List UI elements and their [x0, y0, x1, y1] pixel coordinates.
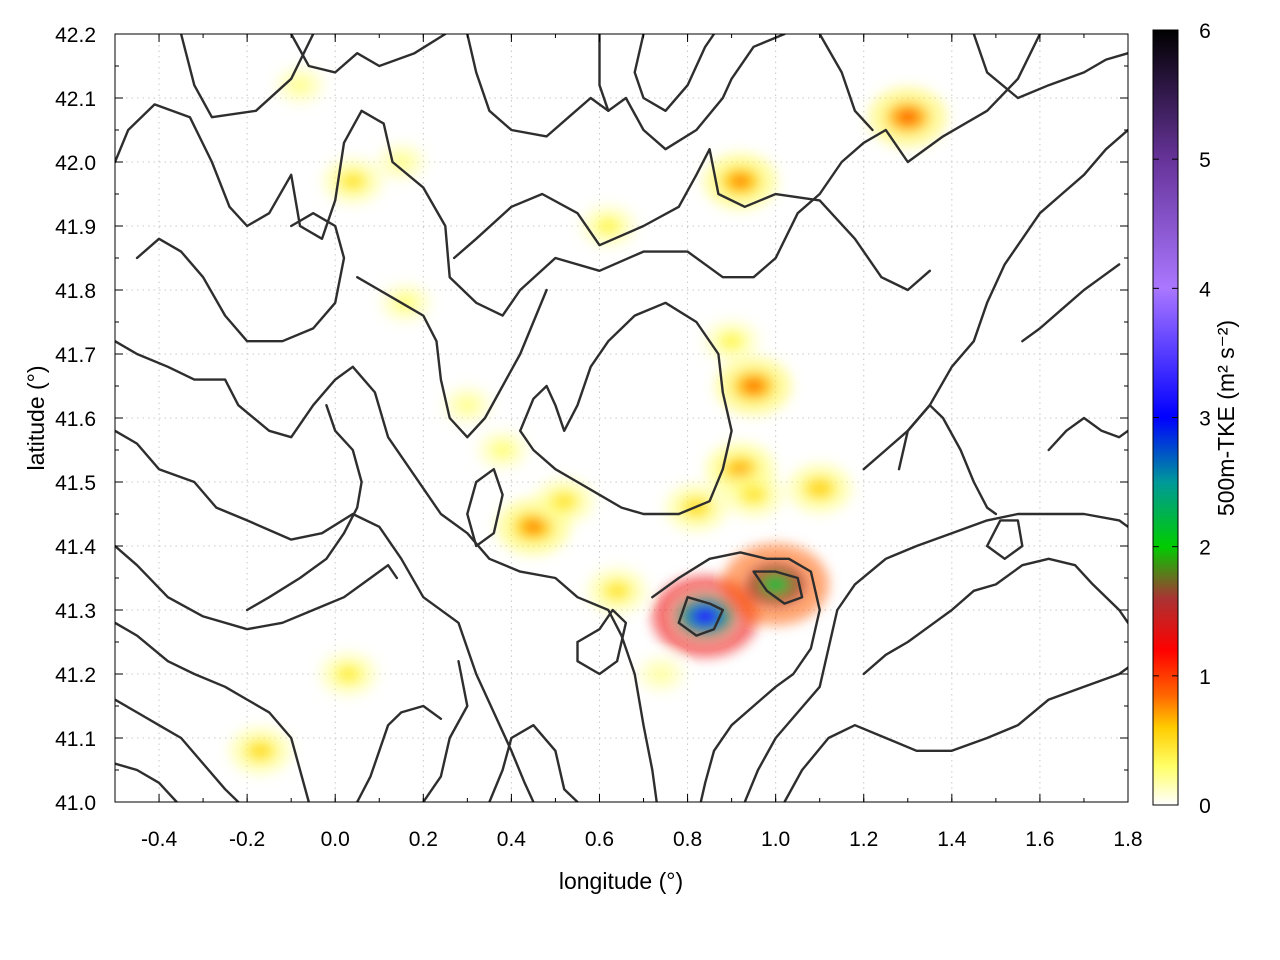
y-axis-title: latitude (°) — [23, 365, 49, 470]
y-tick-label: 41.1 — [55, 728, 96, 751]
x-axis: -0.4 -0.2 0.0 0.2 0.4 0.6 0.8 1.0 1.2 1.4 1.6 1.8 — [114, 34, 1143, 851]
tke-hotspot-core — [460, 401, 474, 410]
terrain-contour — [677, 596, 724, 637]
terrain-contour-layer — [115, 34, 1128, 802]
tke-hotspot-core — [394, 157, 408, 167]
colorbar-tick-label: 2 — [1199, 537, 1211, 560]
tke-hotspot-core — [654, 670, 668, 678]
tke-hotspot-core — [897, 110, 919, 124]
y-tick-label: 42.0 — [55, 152, 96, 175]
tke-hotspot-core — [745, 489, 762, 500]
tke-hotspot-core — [495, 445, 510, 455]
y-tick-label: 41.9 — [55, 216, 96, 239]
y-tick-label: 42.1 — [55, 88, 96, 111]
colorbar-tick-label: 6 — [1199, 20, 1211, 43]
colorbar: 0 1 2 3 4 5 6 500m-TKE (m² s⁻²) — [1152, 20, 1239, 818]
tke-hotspot-core — [690, 607, 720, 626]
terrain-contour — [633, 34, 716, 112]
terrain-contour — [576, 608, 628, 676]
terrain-contour — [290, 34, 447, 74]
plot-area: -0.4 -0.2 0.0 0.2 0.4 0.6 0.8 1.0 1.2 1.4 1.6 1.8 4… — [55, 24, 1142, 851]
terrain-contour — [466, 468, 504, 548]
tke-hotspot-core — [811, 482, 829, 494]
colorbar-tick-label: 5 — [1199, 149, 1211, 172]
terrain-contour — [179, 34, 315, 119]
x-tick-label: 0.6 — [585, 828, 614, 851]
colorbar-tick-label: 0 — [1199, 795, 1211, 818]
y-tick-label: 41.8 — [55, 280, 96, 303]
y-tick-label: 41.2 — [55, 664, 96, 687]
terrain-contour — [356, 276, 548, 439]
terrain-contour — [356, 704, 443, 802]
x-tick-label: 0.2 — [409, 828, 438, 851]
tke-hotspot-core — [600, 221, 616, 231]
terrain-contour — [115, 34, 1042, 317]
x-axis-title: longitude (°) — [559, 868, 683, 894]
tke-hotspot-core — [743, 379, 764, 393]
x-tick-label: 0.8 — [673, 828, 702, 851]
colorbar-title: 500m-TKE (m² s⁻²) — [1213, 320, 1239, 516]
tke-hotspot-core — [340, 669, 357, 679]
terrain-contour — [783, 666, 1128, 802]
x-tick-label: 1.0 — [761, 828, 790, 851]
y-axis: 41.0 41.1 41.2 41.3 41.4 41.5 41.6 41.7 41.8 41.9… — [55, 24, 1128, 815]
tke-hotspot-core — [344, 176, 361, 187]
tke-hotspot-core — [556, 496, 573, 507]
colorbar-tick-label: 3 — [1199, 408, 1211, 431]
terrain-contour — [115, 698, 240, 802]
terrain-contour — [115, 429, 535, 802]
x-tick-label: 0.0 — [321, 828, 350, 851]
tke-hotspot-core — [731, 463, 750, 476]
y-tick-label: 42.2 — [55, 24, 96, 47]
y-tick-label: 41.3 — [55, 600, 96, 623]
x-tick-label: 1.2 — [849, 828, 878, 851]
terrain-contour — [519, 301, 733, 516]
terrain-contour — [1021, 263, 1121, 343]
colorbar-tick-label: 1 — [1199, 666, 1211, 689]
tke-hotspot-core — [609, 585, 626, 596]
terrain-contour — [422, 660, 469, 802]
y-tick-label: 41.7 — [55, 344, 96, 367]
colorbar-tick-label: 4 — [1199, 278, 1211, 301]
terrain-contour — [115, 621, 310, 802]
terrain-contour — [466, 34, 786, 151]
x-tick-label: -0.4 — [141, 828, 178, 851]
terrain-contour — [743, 512, 1128, 802]
tke-hotspot-core — [523, 520, 544, 534]
terrain-contour — [985, 519, 1024, 560]
terrain-contour — [452, 148, 931, 292]
terrain-contour — [972, 34, 1128, 100]
x-tick-label: 1.8 — [1113, 828, 1142, 851]
x-tick-label: 0.4 — [497, 828, 527, 851]
terrain-contour — [488, 724, 579, 802]
terrain-contour — [245, 404, 363, 612]
tke-hotspot-core — [398, 298, 413, 308]
gridlines — [115, 34, 1128, 802]
terrain-contour — [752, 570, 804, 605]
tke-hotspot-core — [251, 745, 269, 757]
y-tick-label: 41.6 — [55, 408, 96, 431]
tke-hotspot-core — [730, 174, 751, 188]
x-tick-label: 1.4 — [937, 828, 967, 851]
terrain-contour — [115, 544, 399, 631]
y-tick-label: 41.0 — [55, 792, 96, 815]
colorbar-ticks: 0 1 2 3 4 5 6 — [1153, 20, 1211, 818]
terrain-contour — [1047, 416, 1128, 452]
tke-hotspot-core — [761, 575, 791, 594]
terrain-contour — [115, 762, 178, 802]
terrain-contour — [135, 212, 346, 343]
terrain-contour — [862, 557, 1128, 676]
x-tick-label: 1.6 — [1025, 828, 1054, 851]
y-tick-label: 41.5 — [55, 472, 96, 495]
x-tick-label: -0.2 — [229, 828, 265, 851]
terrain-contour — [818, 34, 874, 132]
terrain-contour — [115, 340, 658, 802]
tke-hotspot-core — [293, 81, 307, 90]
terrain-contour — [897, 404, 998, 516]
terrain-contour — [598, 34, 610, 112]
terrain-contour — [651, 551, 821, 802]
tke-hotspot-core — [724, 336, 740, 346]
y-tick-label: 41.4 — [55, 536, 96, 559]
